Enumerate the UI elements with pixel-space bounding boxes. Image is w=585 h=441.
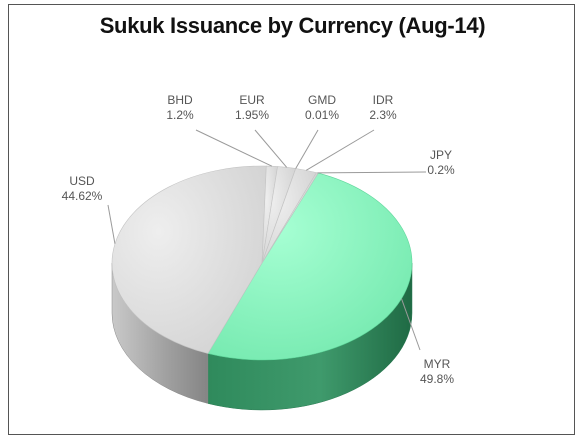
label-bhd: BHD (167, 93, 193, 107)
leader-jpy (317, 171, 427, 174)
label-gmd: GMD (308, 93, 336, 107)
value-label-eur: 1.95% (235, 108, 269, 122)
value-label-myr: 49.8% (420, 372, 454, 386)
leader-eur (254, 129, 288, 168)
label-idr: IDR (373, 93, 394, 107)
leader-idr (305, 129, 375, 171)
value-label-usd: 44.62% (62, 189, 103, 203)
chart-title: Sukuk Issuance by Currency (Aug-14) (99, 13, 486, 38)
label-jpy: JPY (430, 148, 452, 162)
pie-top-layer (111, 165, 413, 361)
value-label-idr: 2.3% (369, 108, 397, 122)
leader-bhd (195, 129, 273, 167)
label-myr: MYR (424, 357, 451, 371)
leader-usd (107, 204, 116, 244)
value-label-jpy: 0.2% (427, 163, 455, 177)
leader-lines (107, 129, 427, 351)
label-usd: USD (69, 174, 95, 188)
value-label-bhd: 1.2% (166, 108, 194, 122)
label-eur: EUR (239, 93, 265, 107)
leader-gmd (295, 129, 319, 169)
value-label-gmd: 0.01% (305, 108, 339, 122)
leader-myr (401, 298, 421, 351)
pie-slice-usd (111, 165, 267, 354)
